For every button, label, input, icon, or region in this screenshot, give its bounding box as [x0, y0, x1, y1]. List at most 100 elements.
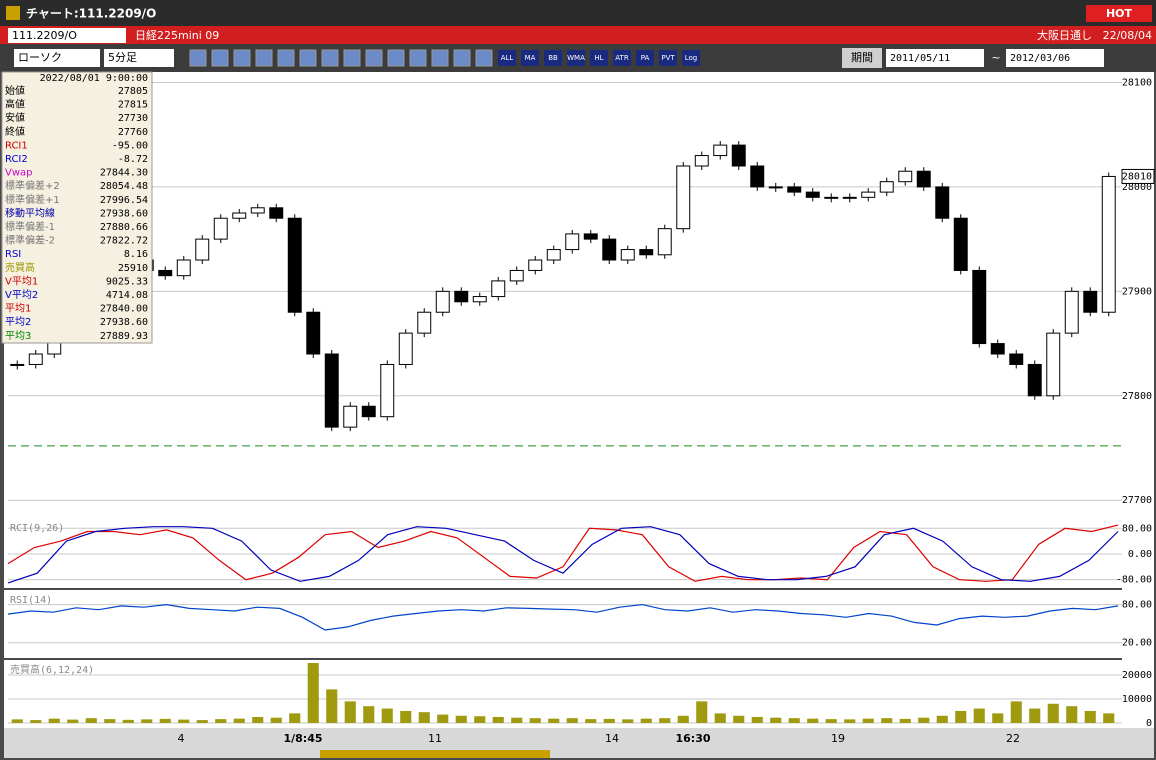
volume-bar: [955, 710, 967, 723]
info-value: 27889.93: [100, 331, 148, 342]
info-label: 平均2: [5, 316, 31, 328]
volume-bar: [973, 708, 985, 723]
volume-bar: [825, 719, 837, 723]
tool-icon: [409, 49, 427, 67]
time-axis: [4, 728, 1154, 758]
from-input[interactable]: [886, 49, 984, 67]
to-input[interactable]: [1006, 49, 1104, 67]
candle: [602, 238, 617, 261]
from-date[interactable]: 2011/05/11: [890, 53, 950, 64]
candle: [676, 165, 691, 230]
info-label: 高値: [5, 98, 25, 111]
info-panel: [1, 71, 153, 344]
tool-icon: [387, 49, 405, 67]
info-label: 終値: [5, 125, 25, 138]
candle: [879, 181, 894, 193]
volume-bar: [196, 720, 208, 723]
candle: [232, 212, 247, 219]
scrollbar-thumb[interactable]: [320, 750, 550, 758]
code-input[interactable]: [8, 28, 126, 43]
tool-icon: [277, 49, 295, 67]
info-value: 27730: [118, 113, 148, 124]
candle: [398, 332, 413, 365]
tool-icon: [475, 49, 493, 67]
info-label: RCI2: [5, 154, 28, 165]
volume-bar: [48, 718, 60, 723]
volume-bar: [159, 718, 171, 723]
volume-bar: [529, 718, 541, 723]
info-label: 売買高: [5, 261, 35, 274]
hot-label[interactable]: HOT: [1106, 7, 1133, 20]
volume-bar: [714, 713, 726, 723]
period-button[interactable]: [842, 48, 882, 68]
hot-button[interactable]: [1086, 5, 1152, 22]
to-date[interactable]: 2012/03/06: [1010, 53, 1070, 64]
x-tick-label: 19: [831, 732, 845, 745]
info-value: 9025.33: [106, 276, 148, 287]
market: 大阪日通し: [1037, 28, 1092, 42]
candle: [250, 207, 265, 214]
volume-bar: [122, 719, 134, 723]
tool-icon: [659, 50, 677, 66]
panel-title: 売買高(6,12,24): [10, 663, 94, 676]
app-icon: [6, 6, 20, 20]
volume-bar: [11, 719, 23, 723]
candle: [10, 363, 25, 366]
candle: [417, 311, 432, 334]
volume-bar: [104, 719, 116, 723]
tool-icon: [636, 50, 654, 66]
volume-bar: [30, 720, 42, 723]
candle: [491, 280, 506, 298]
candle: [509, 269, 524, 282]
volume-bar: [344, 701, 356, 723]
volume-bar: [1103, 713, 1115, 723]
code[interactable]: 111.2209/O: [12, 29, 77, 42]
info-value: 4714.08: [106, 290, 148, 301]
interval-select[interactable]: [104, 49, 174, 67]
info-value: 8.16: [124, 249, 148, 260]
x-tick-label: 16:30: [675, 732, 710, 745]
info-value: 27938.60: [100, 208, 148, 219]
volume-plot: [4, 660, 1122, 728]
tool-icon: [365, 49, 383, 67]
candle: [842, 196, 857, 199]
series-line: [7, 526, 1119, 584]
volume-bar: [1010, 701, 1022, 723]
volume-bar: [677, 715, 689, 723]
info-value: -8.72: [118, 154, 148, 165]
volume-bar: [696, 701, 708, 723]
candle: [731, 144, 746, 167]
y-tick-label: 27900: [1122, 286, 1152, 297]
volume-bar: [252, 716, 264, 723]
chart-kind[interactable]: ローソク: [18, 51, 62, 64]
period[interactable]: 期間: [851, 51, 873, 64]
volume-bar: [659, 718, 671, 723]
volume-bar: [418, 712, 430, 723]
candle: [472, 296, 487, 303]
x-tick-label: 4: [178, 732, 185, 745]
volume-bar: [992, 713, 1004, 723]
candle: [380, 363, 395, 418]
info-value: 28054.48: [100, 181, 148, 192]
chart-kind-select[interactable]: [14, 49, 100, 67]
candle: [990, 343, 1005, 355]
interval[interactable]: 5分足: [108, 51, 137, 64]
volume-bar: [733, 715, 745, 723]
panel-title: RCI(9,26): [10, 523, 64, 534]
candle: [972, 269, 987, 345]
y-tick-label: 27700: [1122, 495, 1152, 506]
x-tick-label: 22: [1006, 732, 1020, 745]
candle: [565, 233, 580, 251]
volume-bar: [215, 719, 227, 723]
candle: [1101, 175, 1116, 313]
volume-bar: [1029, 708, 1041, 723]
volume-bar: [770, 717, 782, 723]
volume-bar: [751, 716, 763, 723]
candle: [546, 249, 561, 261]
candle: [435, 290, 450, 313]
volume-bar: [400, 710, 412, 723]
volume-bar: [289, 713, 301, 723]
info-label: 標準偏差-1: [5, 220, 55, 233]
candle: [361, 405, 376, 418]
volume-bar: [548, 718, 560, 723]
